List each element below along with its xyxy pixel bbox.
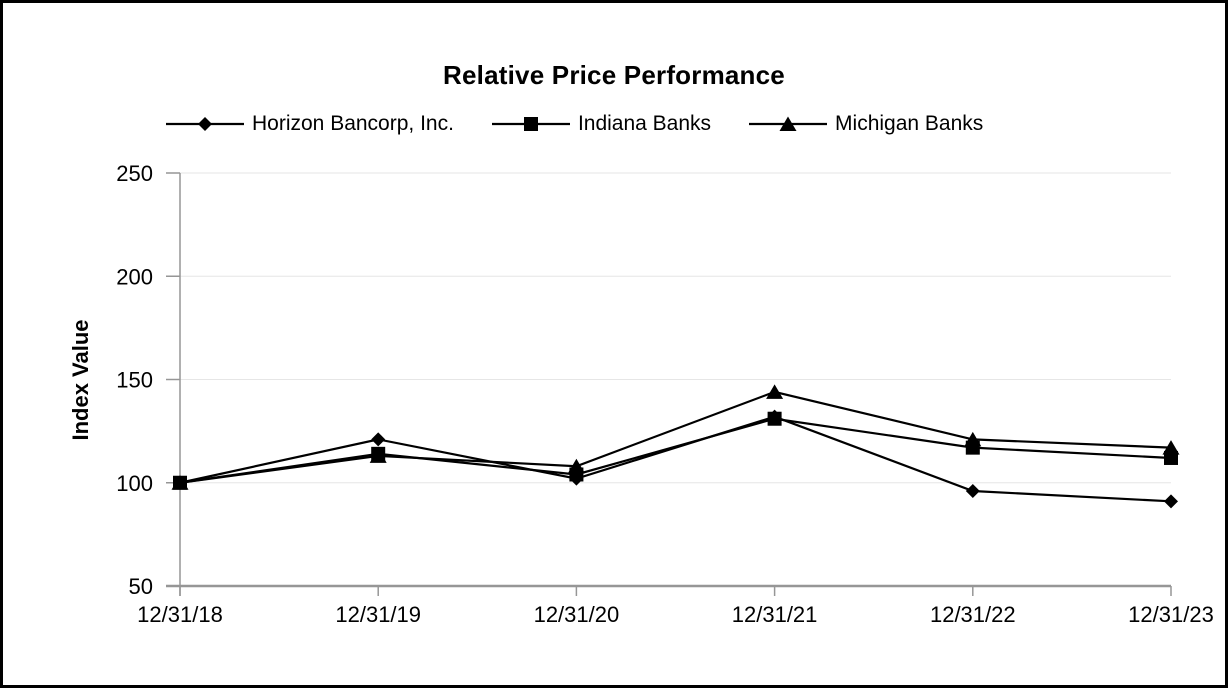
series-point-horizon-bancorp-inc: [371, 432, 386, 447]
series-point-indiana-banks: [371, 446, 386, 461]
series-line-horizon-bancorp-inc: [179, 415, 1172, 503]
diamond-marker-icon: [166, 117, 244, 131]
legend-item-michigan-banks: Michigan Banks: [749, 112, 983, 136]
chart-legend: Horizon Bancorp, Inc. Indiana Banks Mich…: [166, 109, 983, 139]
x-tick-label: 12/31/20: [534, 602, 620, 627]
series-point-horizon-bancorp-inc: [1164, 494, 1178, 509]
x-tick-label: 12/31/18: [137, 602, 223, 627]
legend-label-horizon-bancorp: Horizon Bancorp, Inc.: [252, 112, 454, 135]
series-point-horizon-bancorp-inc: [965, 484, 980, 499]
triangle-marker-icon: [749, 116, 828, 131]
series-point-horizon-bancorp-inc: [767, 409, 782, 424]
y-tick-label: 250: [116, 161, 153, 186]
series-point-horizon-bancorp-inc: [569, 471, 584, 486]
plot-area: 50 100 150 200 250 12/31/18 12/31/19 12/31/20 12…: [116, 161, 1214, 627]
x-tick-label: 12/31/19: [335, 602, 421, 627]
series-line-michigan-banks: [179, 390, 1172, 484]
chart-title: Relative Price Performance: [443, 60, 785, 90]
x-tick-label: 12/31/21: [732, 602, 818, 627]
y-tick-label: 200: [116, 264, 153, 289]
series-point-horizon-bancorp-inc: [173, 475, 187, 490]
y-tick-label: 100: [116, 471, 153, 496]
legend-label-indiana-banks: Indiana Banks: [577, 112, 712, 135]
series-point-indiana-banks: [1164, 450, 1178, 465]
square-marker-icon: [491, 117, 570, 131]
x-tick-label: 12/31/23: [1128, 602, 1214, 627]
y-tick-label: 150: [116, 368, 153, 393]
legend-item-indiana-banks: Indiana Banks: [491, 112, 712, 136]
y-tick-label: 50: [129, 574, 153, 599]
x-tick-label: 12/31/22: [930, 602, 1016, 627]
legend-label-michigan-banks: Michigan Banks: [835, 112, 984, 135]
series-point-michigan-banks: [766, 384, 784, 399]
series-point-indiana-banks: [965, 440, 980, 455]
legend-item-horizon-bancorp: Horizon Bancorp, Inc.: [166, 112, 454, 136]
